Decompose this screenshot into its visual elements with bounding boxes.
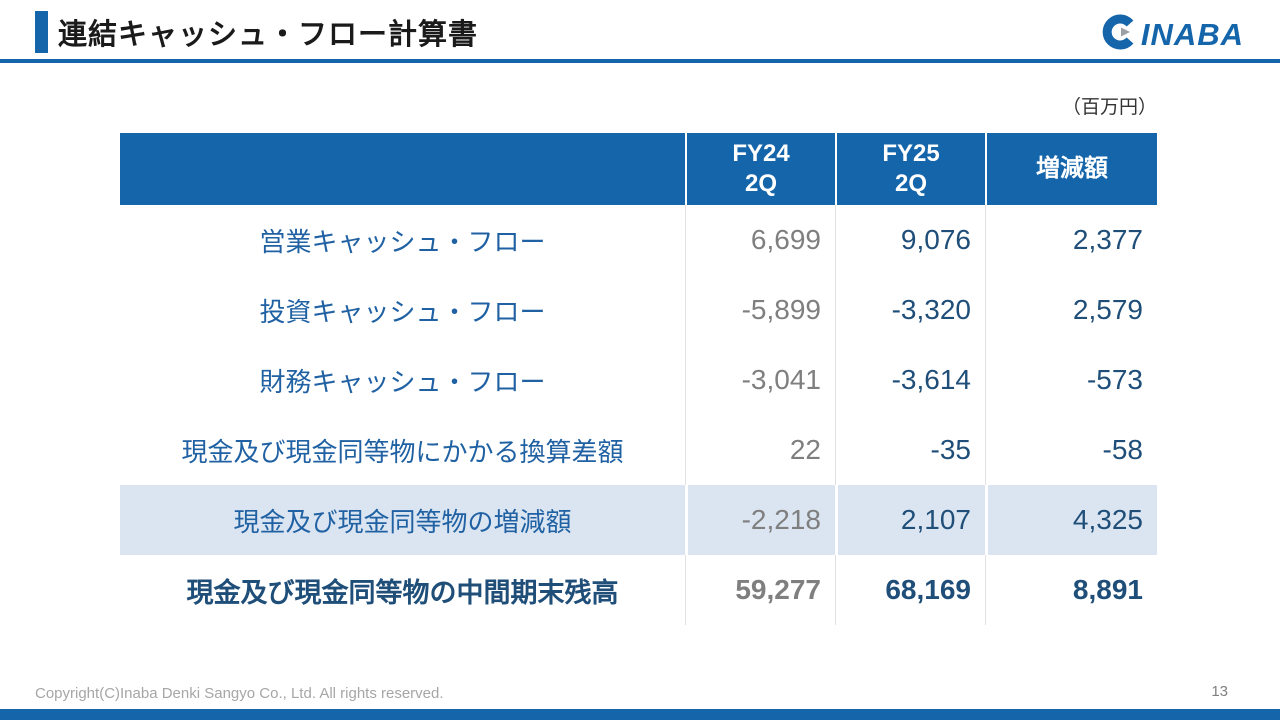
fy24-value: -3,041 xyxy=(685,345,835,415)
bottom-accent-bar xyxy=(0,709,1280,720)
inaba-logo-mark-icon xyxy=(1101,14,1137,55)
table-row-financing-cf: 財務キャッシュ・フロー -3,041 -3,614 -573 xyxy=(120,345,1157,415)
row-label: 現金及び現金同等物にかかる換算差額 xyxy=(181,436,624,467)
fy25-value: -3,320 xyxy=(835,275,985,345)
fy25-value: 68,169 xyxy=(835,555,985,625)
title-divider xyxy=(0,59,1280,63)
header-cell-empty xyxy=(120,133,685,205)
row-label: 現金及び現金同等物の中間期末残高 xyxy=(186,577,619,608)
change-value: -58 xyxy=(985,415,1157,485)
table-row-investing-cf: 投資キャッシュ・フロー -5,899 -3,320 2,579 xyxy=(120,275,1157,345)
row-label: 現金及び現金同等物の増減額 xyxy=(233,506,572,537)
copyright-text: Copyright(C)Inaba Denki Sangyo Co., Ltd.… xyxy=(35,685,444,702)
change-value: -573 xyxy=(985,345,1157,415)
header-cell-fy25: FY25 2Q xyxy=(835,133,985,205)
fy25-value: -35 xyxy=(835,415,985,485)
change-value: 4,325 xyxy=(985,485,1157,555)
fy25-value: 9,076 xyxy=(835,205,985,275)
unit-note: （百万円） xyxy=(1061,97,1157,118)
header-cell-change: 増減額 xyxy=(985,133,1157,205)
fy24-value: 6,699 xyxy=(685,205,835,275)
change-value: 8,891 xyxy=(985,555,1157,625)
header-cell-fy24: FY24 2Q xyxy=(685,133,835,205)
fy25-value: 2,107 xyxy=(835,485,985,555)
row-label: 財務キャッシュ・フロー xyxy=(259,366,546,397)
row-label: 営業キャッシュ・フロー xyxy=(259,226,546,257)
change-value: 2,377 xyxy=(985,205,1157,275)
table-row-net-change-in-cash: 現金及び現金同等物の増減額 -2,218 2,107 4,325 xyxy=(120,485,1157,555)
row-label: 投資キャッシュ・フロー xyxy=(259,296,546,327)
change-value: 2,579 xyxy=(985,275,1157,345)
inaba-logo-text: INABA xyxy=(1140,16,1244,52)
table-row-fx-translation: 現金及び現金同等物にかかる換算差額 22 -35 -58 xyxy=(120,415,1157,485)
page-number: 13 xyxy=(1211,683,1228,700)
title-accent-bar xyxy=(35,11,48,53)
cash-flow-table: FY24 2Q FY25 2Q 増減額 営業キャッシュ・フロー 6,699 9,… xyxy=(120,133,1157,625)
table-header-row: FY24 2Q FY25 2Q 増減額 xyxy=(120,133,1157,205)
table-row-cash-ending-balance: 現金及び現金同等物の中間期末残高 59,277 68,169 8,891 xyxy=(120,555,1157,625)
fy24-value: -2,218 xyxy=(685,485,835,555)
fy24-value: -5,899 xyxy=(685,275,835,345)
inaba-logo: INABA xyxy=(1101,14,1244,55)
table-row-operating-cf: 営業キャッシュ・フロー 6,699 9,076 2,377 xyxy=(120,205,1157,275)
page-title: 連結キャッシュ・フロー計算書 xyxy=(58,19,479,51)
fy24-value: 59,277 xyxy=(685,555,835,625)
fy24-value: 22 xyxy=(685,415,835,485)
fy25-value: -3,614 xyxy=(835,345,985,415)
